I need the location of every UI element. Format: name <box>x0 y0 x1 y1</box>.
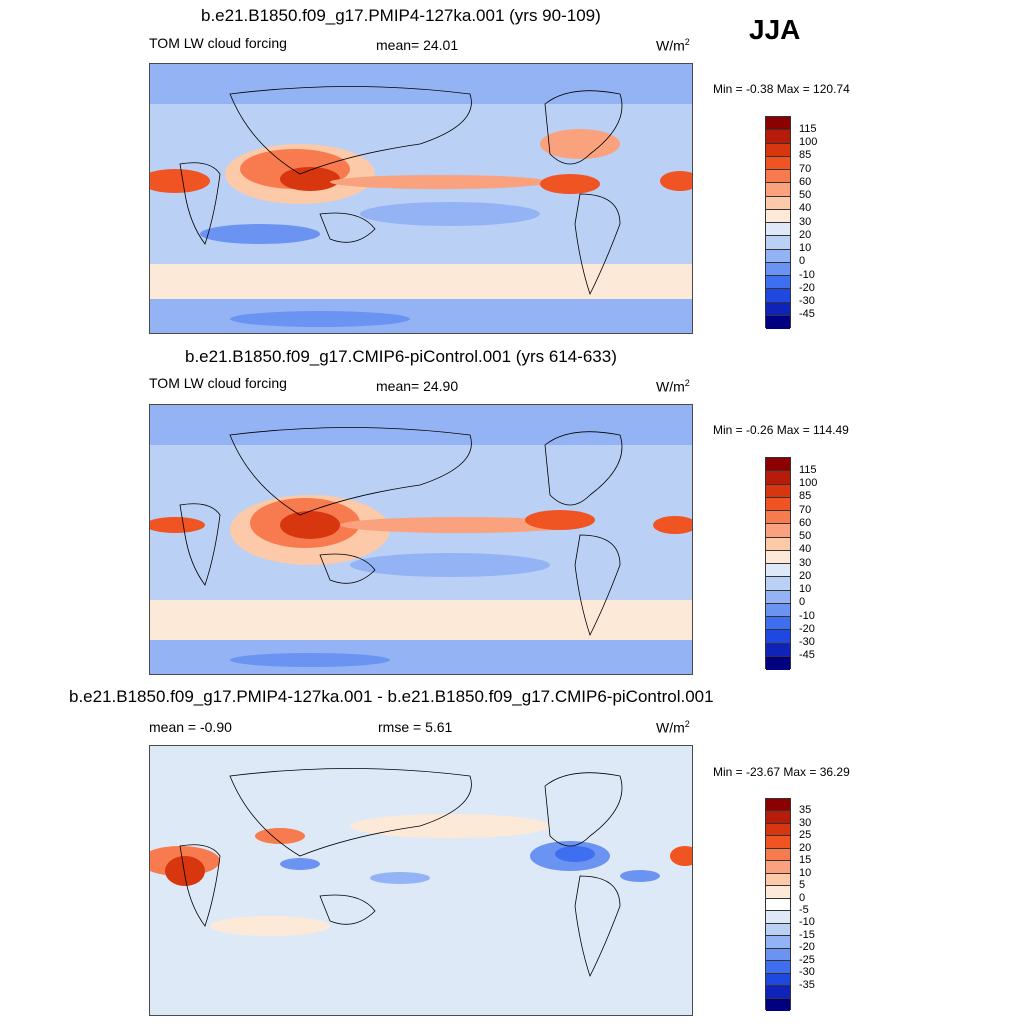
panel-2-map-svg <box>150 405 692 674</box>
panel-1-unit: W/m2 <box>656 37 690 54</box>
colorbar-tick-label: 50 <box>799 189 812 201</box>
panel-3-title: b.e21.B1850.f09_g17.PMIP4-127ka.001 - b.… <box>69 687 714 706</box>
colorbar-tick-label: 70 <box>799 163 812 175</box>
panel-2-minmax: Min = -0.26 Max = 114.49 <box>713 423 849 437</box>
colorbar-tick-label: -35 <box>799 979 815 991</box>
panel-1-map <box>149 63 693 334</box>
colorbar-tick-label: 20 <box>799 229 812 241</box>
colorbar-tick-label: -30 <box>799 636 815 648</box>
colorbar-tick-label: -45 <box>799 308 815 320</box>
colorbar-tick-label: 30 <box>799 216 812 228</box>
colorbar-tick-label: -15 <box>799 929 815 941</box>
colorbar-tick-label: 10 <box>799 242 812 254</box>
panel-1-variable-label: TOM LW cloud forcing <box>149 35 287 51</box>
colorbar-tick-label: 35 <box>799 804 812 816</box>
colorbar-tick-label: 85 <box>799 490 812 502</box>
colorbar-tick-label: 60 <box>799 517 812 529</box>
colorbar-tick-label: 15 <box>799 854 812 866</box>
panel-2-title: b.e21.B1850.f09_g17.CMIP6-piControl.001 … <box>185 347 617 366</box>
colorbar-tick-label: -20 <box>799 282 815 294</box>
panel-3-map-svg <box>150 746 692 1015</box>
colorbar-tick-label: 30 <box>799 557 812 569</box>
colorbar-tick-label: 85 <box>799 149 812 161</box>
panel-1-colorbar <box>765 116 791 329</box>
colorbar-tick-label: 115 <box>799 123 817 135</box>
panel-1-mean-label: mean= 24.01 <box>376 37 459 53</box>
colorbar-tick-label: -10 <box>799 916 815 928</box>
colorbar-tick-label: 60 <box>799 176 812 188</box>
panel-3-colorbar <box>765 798 791 1011</box>
panel-3-map <box>149 745 693 1016</box>
colorbar-tick-label: 10 <box>799 867 812 879</box>
season-label: JJA <box>749 14 801 45</box>
panel-1-title: b.e21.B1850.f09_g17.PMIP4-127ka.001 (yrs… <box>201 6 601 25</box>
panel-2-variable-label: TOM LW cloud forcing <box>149 375 287 391</box>
panel-1-minmax: Min = -0.38 Max = 120.74 <box>713 82 850 96</box>
colorbar-tick-label: 40 <box>799 543 812 555</box>
colorbar-tick-label: -45 <box>799 649 815 661</box>
panel-2-colorbar <box>765 457 791 670</box>
colorbar-tick-label: 50 <box>799 530 812 542</box>
colorbar-tick-label: -25 <box>799 954 815 966</box>
colorbar-tick-label: 100 <box>799 477 818 489</box>
colorbar-tick-label: 0 <box>799 892 806 904</box>
colorbar-tick-label: -5 <box>799 904 809 916</box>
panel-3-rmse-label: rmse = 5.61 <box>378 719 453 735</box>
colorbar-tick-label: 20 <box>799 842 812 854</box>
panel-2-unit: W/m2 <box>656 378 690 395</box>
colorbar-tick-label: 20 <box>799 570 812 582</box>
colorbar-tick-label: 25 <box>799 829 812 841</box>
colorbar-tick-label: 10 <box>799 583 812 595</box>
panel-2-mean-label: mean= 24.90 <box>376 378 459 394</box>
panel-2-map <box>149 404 693 675</box>
colorbar-tick-label: 115 <box>799 464 817 476</box>
panel-1-map-svg <box>150 64 692 333</box>
panel-3-unit: W/m2 <box>656 719 690 736</box>
panel-3-minmax: Min = -23.67 Max = 36.29 <box>713 765 850 779</box>
colorbar-tick-label: 0 <box>799 596 806 608</box>
colorbar-tick-label: 30 <box>799 817 812 829</box>
colorbar-tick-label: -20 <box>799 623 815 635</box>
colorbar-tick-label: -30 <box>799 295 815 307</box>
colorbar-tick-label: 0 <box>799 255 806 267</box>
panel-3-mean-label: mean = -0.90 <box>149 719 232 735</box>
colorbar-tick-label: -10 <box>799 269 815 281</box>
colorbar-tick-label: -20 <box>799 941 815 953</box>
colorbar-tick-label: -10 <box>799 610 815 622</box>
colorbar-tick-label: 70 <box>799 504 812 516</box>
colorbar-tick-label: 40 <box>799 202 812 214</box>
colorbar-tick-label: 100 <box>799 136 818 148</box>
colorbar-tick-label: -30 <box>799 966 815 978</box>
colorbar-tick-label: 5 <box>799 879 806 891</box>
